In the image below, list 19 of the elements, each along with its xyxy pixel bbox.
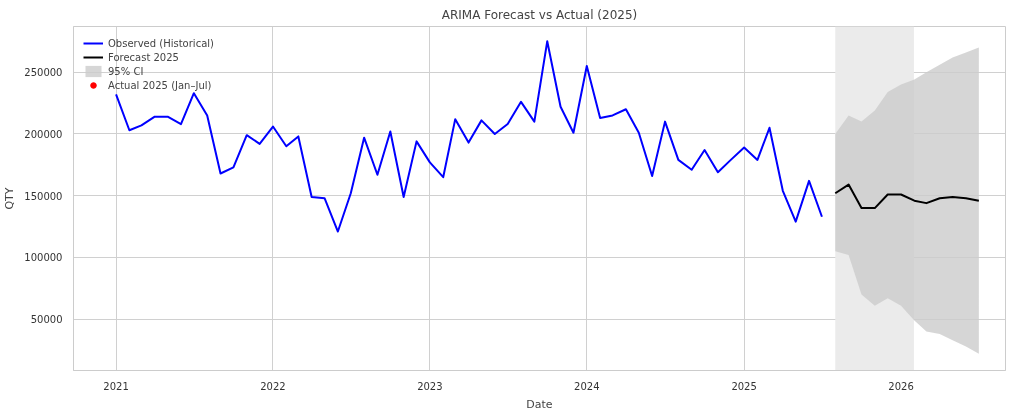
x-axis-title: Date bbox=[526, 397, 553, 411]
y-axis-title: QTY bbox=[3, 187, 17, 210]
x-tick-label: 2021 bbox=[103, 380, 129, 392]
legend-label: Actual 2025 (Jan–Jul) bbox=[108, 78, 212, 92]
y-tick-label: 100000 bbox=[24, 252, 63, 264]
y-tick-label: 150000 bbox=[24, 190, 63, 202]
x-tick-label: 2024 bbox=[574, 380, 600, 392]
x-tick-label: 2023 bbox=[417, 380, 443, 392]
legend-label: Observed (Historical) bbox=[108, 36, 214, 50]
x-tick-label: 2026 bbox=[888, 380, 914, 392]
x-tick-label: 2025 bbox=[731, 380, 757, 392]
y-tick-label: 250000 bbox=[24, 67, 63, 79]
y-tick-label: 50000 bbox=[30, 314, 63, 326]
line-series bbox=[834, 183, 980, 210]
x-tick-label: 2022 bbox=[260, 380, 286, 392]
legend-label: Forecast 2025 bbox=[108, 50, 179, 64]
y-tick-label: 200000 bbox=[24, 128, 63, 140]
legend-label: 95% CI bbox=[108, 64, 144, 78]
chart-title: ARIMA Forecast vs Actual (2025) bbox=[441, 7, 638, 22]
